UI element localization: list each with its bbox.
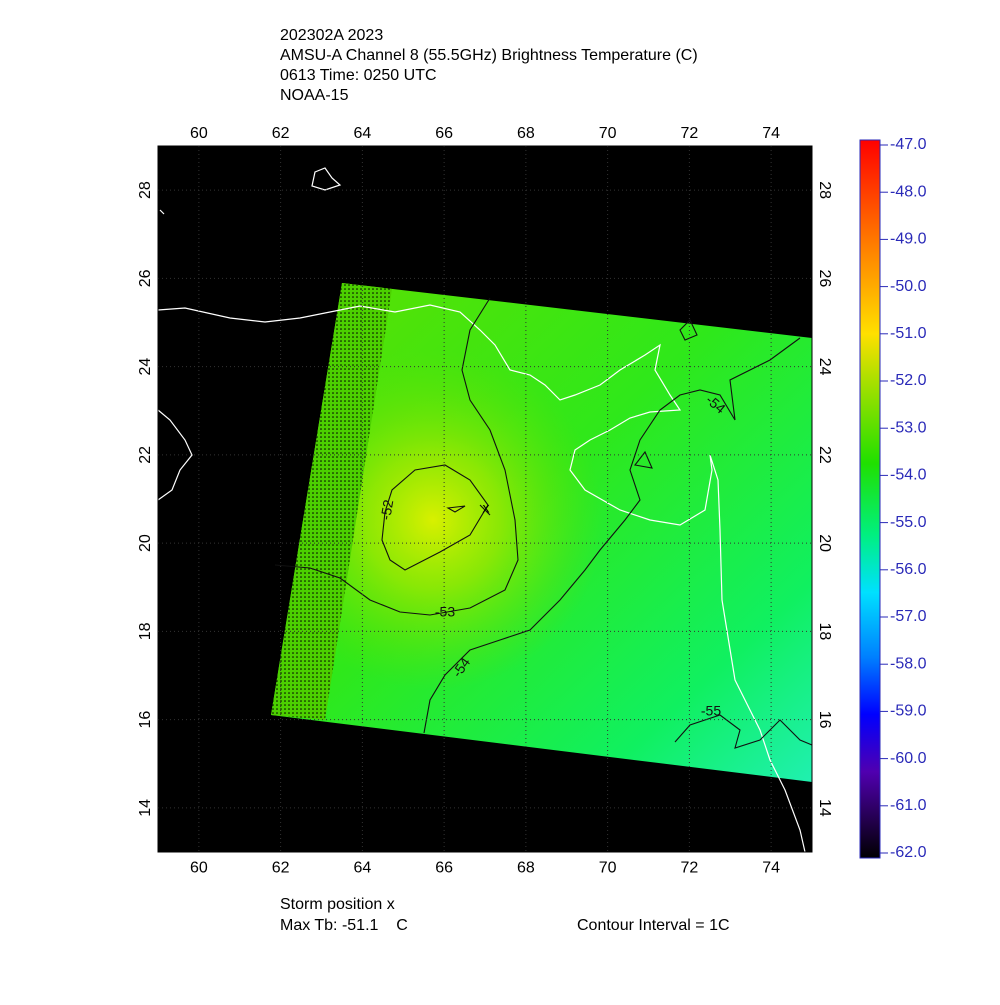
- header-line: NOAA-15: [280, 87, 349, 104]
- footer: Storm position x Max Tb: -51.1 C Contour…: [280, 896, 730, 934]
- colorbar-label: -60.0: [890, 750, 927, 767]
- x-tick-label: 70: [599, 125, 617, 142]
- contour: [274, 297, 519, 616]
- y-tick-label: 20: [137, 534, 154, 552]
- y-tick-label: 14: [816, 799, 833, 817]
- footer-max-tb: Max Tb: -51.1 C: [280, 917, 408, 934]
- header: 202302A 2023 AMSU-A Channel 8 (55.5GHz) …: [280, 27, 698, 104]
- colorbar-label: -57.0: [890, 608, 927, 625]
- x-tick-label: 64: [353, 859, 371, 876]
- x-tick-label: 72: [680, 125, 698, 142]
- contour: [423, 337, 801, 734]
- y-tick-label: 14: [137, 799, 154, 817]
- map-frame: [157, 145, 813, 853]
- storm-position-marker: x: [483, 500, 490, 516]
- contour-label: -52: [377, 498, 396, 521]
- y-tick-label: 22: [816, 446, 833, 464]
- contour: [446, 319, 698, 516]
- contour-label: -55: [701, 703, 721, 719]
- contour: [674, 714, 813, 749]
- colorbar-label: -51.0: [890, 325, 927, 342]
- hatched-area: [271, 283, 392, 720]
- colorbar-label: -58.0: [890, 655, 927, 672]
- colorbar-label: -50.0: [890, 278, 927, 295]
- x-tick-label: 60: [190, 859, 208, 876]
- colorbar-label: -54.0: [890, 467, 927, 484]
- x-tick-label: 74: [762, 125, 780, 142]
- y-tick-label: 24: [137, 358, 154, 376]
- colorbar-label: -53.0: [890, 419, 927, 436]
- coastline: [157, 304, 806, 853]
- x-tick-label: 66: [435, 859, 453, 876]
- x-tick-label: 70: [599, 859, 617, 876]
- y-tick-label: 18: [137, 622, 154, 640]
- colorbar-label: -47.0: [890, 136, 927, 153]
- y-tick-label: 26: [816, 269, 833, 287]
- colorbar-gradient: [859, 139, 881, 859]
- contour-label: -53: [435, 604, 455, 620]
- map: -52 -53 -54 -54 -55 x: [157, 145, 813, 853]
- island: [311, 167, 342, 191]
- island: [159, 209, 165, 215]
- y-tick-label: 16: [137, 711, 154, 729]
- x-tick-label: 68: [517, 125, 535, 142]
- header-line: 0613 Time: 0250 UTC: [280, 67, 437, 84]
- x-tick-label: 60: [190, 125, 208, 142]
- x-tick-label: 72: [680, 859, 698, 876]
- footer-interval: Contour Interval = 1C: [577, 917, 730, 934]
- colorbar-label: -62.0: [890, 844, 927, 861]
- header-line: AMSU-A Channel 8 (55.5GHz) Brightness Te…: [280, 47, 698, 64]
- y-tick-label: 28: [137, 181, 154, 199]
- y-tick-label: 16: [816, 711, 833, 729]
- x-tick-label: 62: [272, 859, 290, 876]
- header-line: 202302A 2023: [280, 27, 383, 44]
- colorbar-label: -49.0: [890, 231, 927, 248]
- x-tick-label: 74: [762, 859, 780, 876]
- coastlines: [157, 167, 806, 853]
- y-tick-label: 20: [816, 534, 833, 552]
- x-tick-label: 62: [272, 125, 290, 142]
- y-tick-label: 28: [816, 181, 833, 199]
- y-tick-label: 26: [137, 269, 154, 287]
- footer-storm: Storm position x: [280, 896, 395, 913]
- colorbar: -47.0 -48.0 -49.0 -50.0 -51.0 -52.0 -53.0 -54.0…: [859, 136, 927, 861]
- y-tick-label: 18: [816, 622, 833, 640]
- y-tick-label: 24: [816, 358, 833, 376]
- colorbar-label: -61.0: [890, 797, 927, 814]
- x-tick-label: 64: [353, 125, 371, 142]
- colorbar-label: -55.0: [890, 514, 927, 531]
- colorbar-label: -52.0: [890, 372, 927, 389]
- coastline: [157, 409, 193, 501]
- x-tick-label: 66: [435, 125, 453, 142]
- warm-core: [271, 283, 812, 782]
- colorbar-label: -56.0: [890, 561, 927, 578]
- colorbar-label: -48.0: [890, 183, 927, 200]
- contour: [381, 464, 489, 571]
- y-tick-label: 22: [137, 446, 154, 464]
- colorbar-label: -59.0: [890, 703, 927, 720]
- x-tick-label: 68: [517, 859, 535, 876]
